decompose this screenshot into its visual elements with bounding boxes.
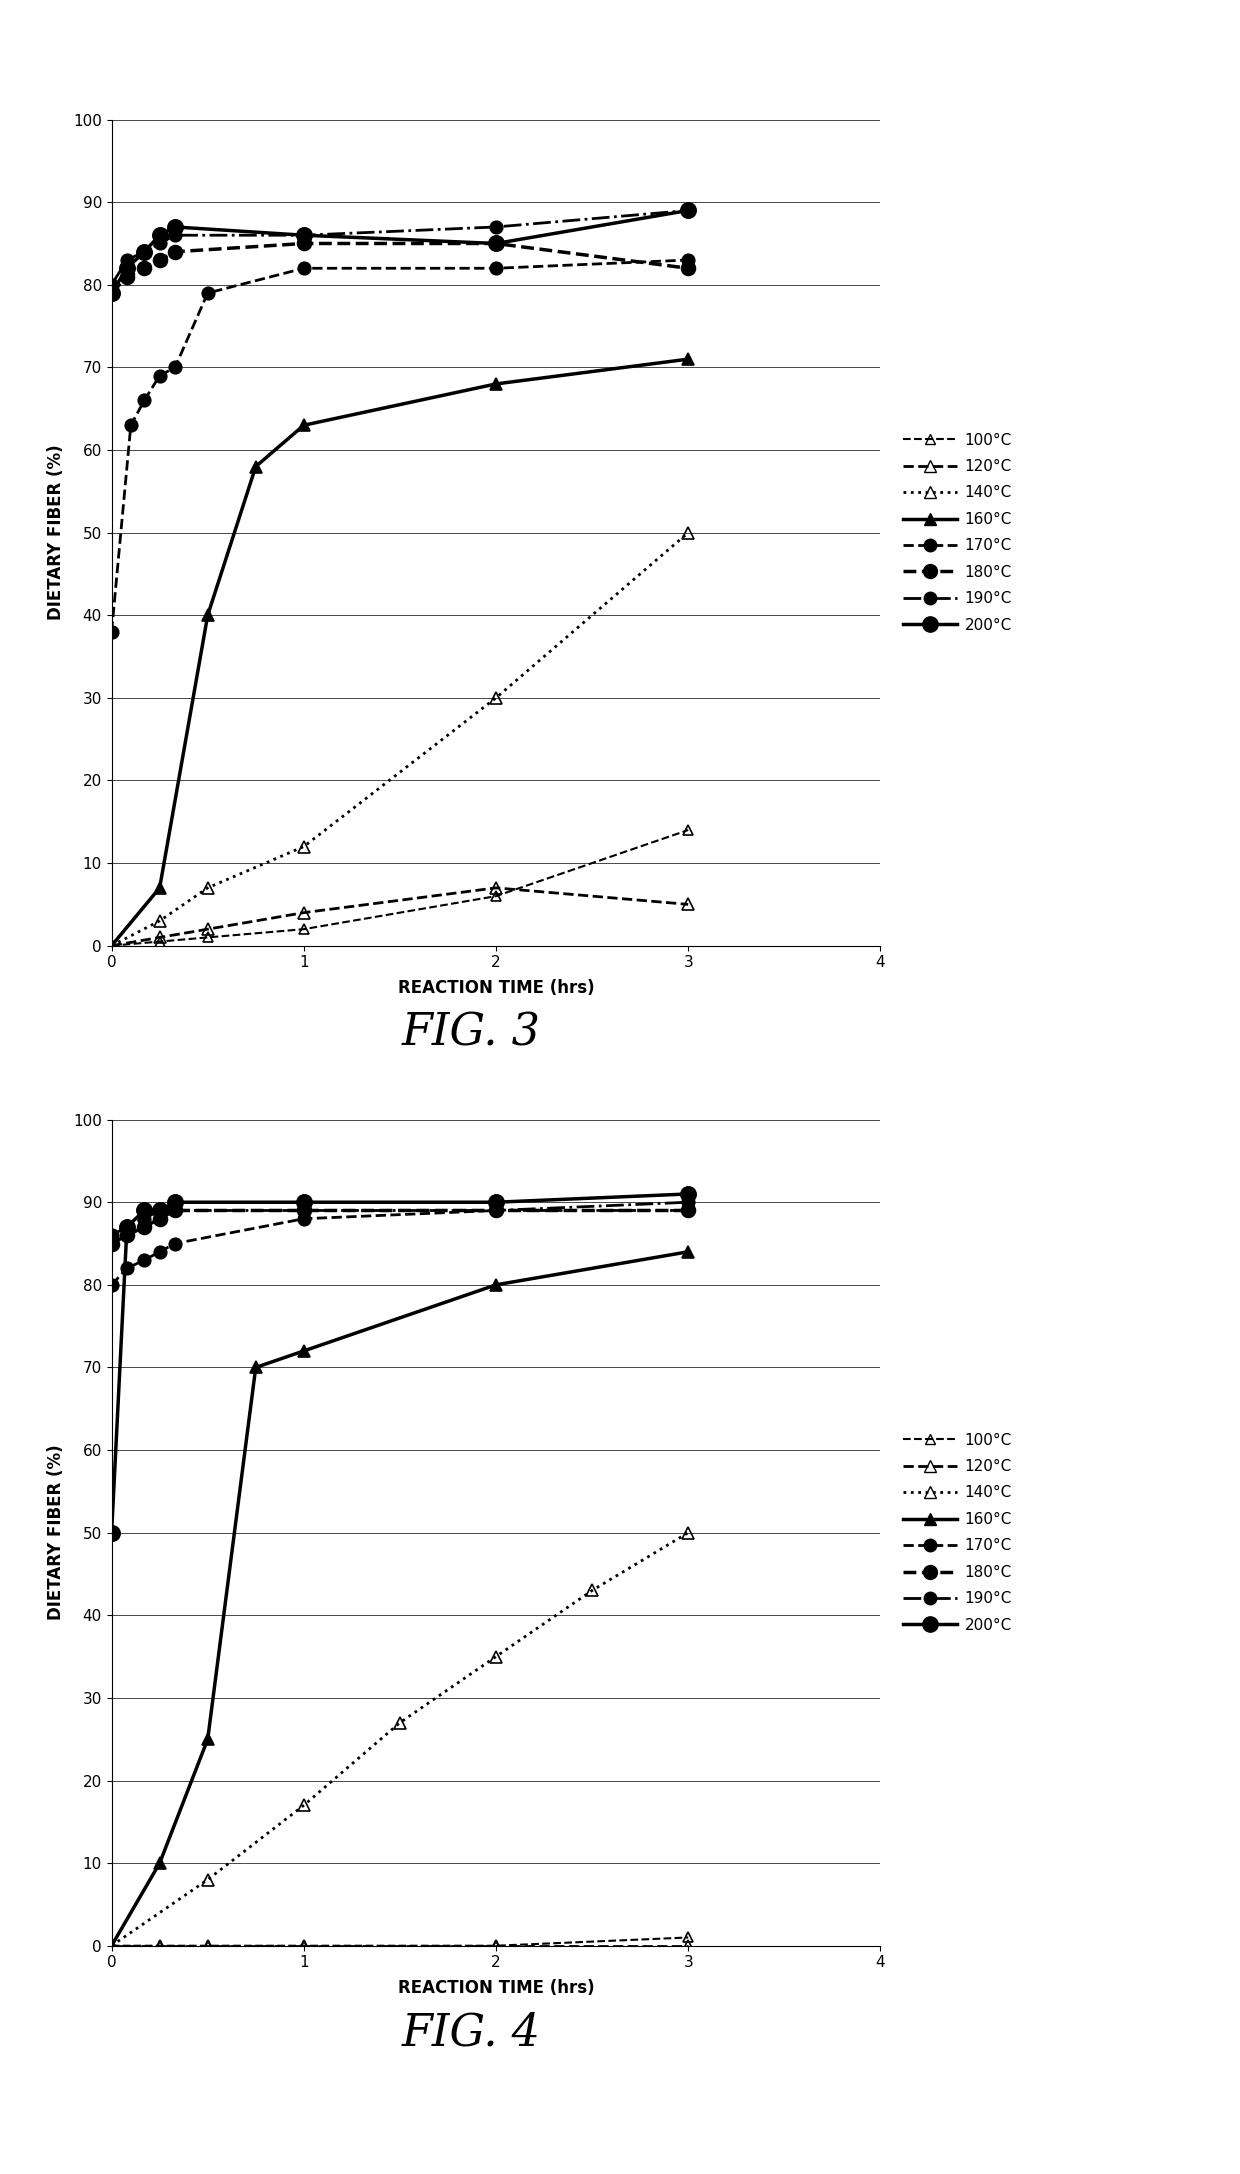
Text: FIG. 4: FIG. 4 — [402, 2011, 541, 2054]
Y-axis label: DIETARY FIBER (%): DIETARY FIBER (%) — [47, 446, 64, 620]
Y-axis label: DIETARY FIBER (%): DIETARY FIBER (%) — [47, 1446, 64, 1620]
Text: FIG. 3: FIG. 3 — [402, 1011, 541, 1054]
X-axis label: REACTION TIME (hrs): REACTION TIME (hrs) — [398, 1978, 594, 1996]
Legend: 100°C, 120°C, 140°C, 160°C, 170°C, 180°C, 190°C, 200°C: 100°C, 120°C, 140°C, 160°C, 170°C, 180°C… — [904, 433, 1012, 633]
Legend: 100°C, 120°C, 140°C, 160°C, 170°C, 180°C, 190°C, 200°C: 100°C, 120°C, 140°C, 160°C, 170°C, 180°C… — [904, 1433, 1012, 1633]
X-axis label: REACTION TIME (hrs): REACTION TIME (hrs) — [398, 978, 594, 996]
